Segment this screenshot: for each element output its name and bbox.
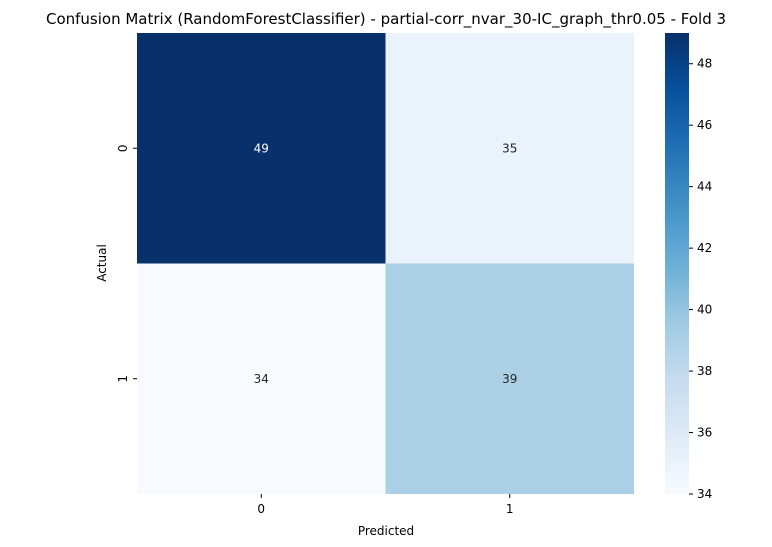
heatmap-cells	[137, 33, 634, 494]
colorbar-tick-label: 42	[697, 241, 712, 255]
y-axis-label: Actual	[95, 244, 109, 282]
cell-value-label: 35	[502, 141, 517, 155]
colorbar-tick-label: 48	[697, 57, 712, 71]
cell-value-label: 34	[254, 372, 269, 386]
heatmap-cell	[385, 263, 634, 494]
colorbar-tick-label: 40	[697, 303, 712, 317]
heatmap-cell	[385, 33, 634, 264]
colorbar-tick-label: 44	[697, 180, 712, 194]
colorbar-tick-label: 34	[697, 487, 712, 501]
x-tick-label: 1	[506, 502, 514, 516]
colorbar	[665, 33, 689, 494]
chart-title: Confusion Matrix (RandomForestClassifier…	[46, 10, 726, 29]
colorbar-tick-label: 38	[697, 364, 712, 378]
cell-value-label: 49	[254, 141, 269, 155]
heatmap-cell	[137, 33, 386, 264]
x-tick-label: 0	[257, 502, 265, 516]
y-axis-ticks: 01	[116, 144, 137, 383]
cell-value-labels: 49 35 34 39	[254, 141, 518, 386]
cell-value-label: 39	[502, 372, 517, 386]
y-tick-label: 1	[116, 375, 130, 383]
colorbar-tick-label: 46	[697, 118, 712, 132]
x-axis-label: Predicted	[358, 524, 414, 538]
heatmap-cell	[137, 263, 386, 494]
colorbar-tick-label: 36	[697, 426, 712, 440]
colorbar-ticks: 34 36 38 40 42 44 46 48	[689, 57, 712, 501]
y-tick-label: 0	[116, 144, 130, 152]
